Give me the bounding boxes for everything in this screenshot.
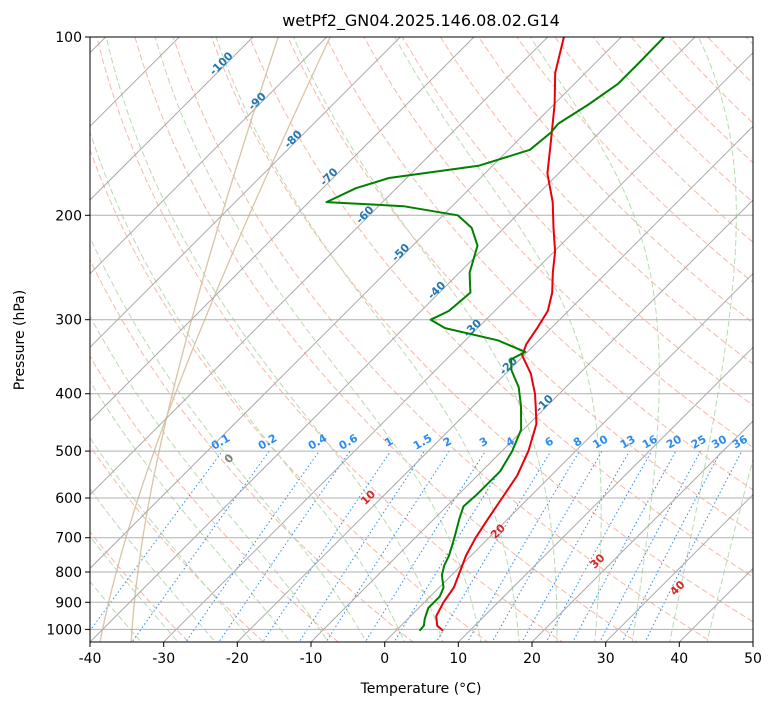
sounding-profiles [325,37,665,632]
isotherm-line [162,51,753,642]
x-tick-label: -20 [226,651,249,667]
plot-area: 0.1 0.2 0.4 0.6 1 1.5 2 3 4 6 8 10 13 16 20 25 30 36-100-… [90,37,753,642]
moist-adiabat [215,37,520,642]
dry-adiabat [325,37,753,491]
y-tick-label: 500 [55,444,82,460]
x-tick-label: -10 [300,651,323,667]
isotherm-line [457,346,753,642]
isotherm-line [531,420,753,642]
isotherm-line [90,37,549,496]
y-tick-label: 600 [55,491,82,507]
x-axis-label: Temperature (°C) [360,681,482,697]
y-tick-label: 100 [55,30,82,46]
y-tick-label: 400 [55,387,82,403]
dewpoint-profile [325,37,665,632]
x-tick-label: 20 [523,651,541,667]
x-tick-label: -40 [79,651,102,667]
moist-adiabat [90,535,179,642]
x-tick-label: 0 [380,651,389,667]
isotherm-line [383,272,753,642]
chart-title: wetPf2_GN04.2025.146.08.02.G14 [282,11,560,31]
moist-adiabat [669,37,737,642]
y-tick-label: 800 [55,565,82,581]
dry-adiabat [90,355,339,642]
isotherm-line [90,37,402,349]
dry-adiabat [439,37,753,365]
isotherm-line [604,493,753,642]
plot-frame [89,36,754,643]
y-tick-label: 1000 [46,622,82,638]
isotherm-line [90,37,328,275]
isotherm-line [90,37,475,422]
isotherm-line [90,37,254,201]
x-axis: -40 -30 -20 -10 0 10 20 30 40 50 [79,642,762,667]
dry-adiabat [90,531,190,642]
y-tick-label: 900 [55,595,82,611]
isotherms [90,37,753,642]
y-tick-label: 300 [55,313,82,329]
y-tick-label: 200 [55,208,82,224]
temperature-profile [435,37,565,632]
x-tick-label: -30 [152,651,175,667]
dry-adiabat [90,148,489,642]
y-axis: 1000 900 800 700 600 500 400 300 200 100 [46,30,90,638]
dry-adiabat [96,37,564,642]
isotherm-line [310,199,753,642]
isotherm-line [90,37,696,642]
x-tick-label: 30 [597,651,615,667]
moist-adiabat [90,580,142,642]
isotherm-line [236,125,753,642]
x-tick-label: 40 [670,651,688,667]
x-tick-label: 50 [744,651,762,667]
x-tick-label: 10 [449,651,467,667]
y-tick-label: 700 [55,531,82,547]
dry-adiabat [134,37,638,642]
y-axis-label: Pressure (hPa) [12,290,28,390]
dry-adiabat [363,37,753,448]
dry-adiabat [90,258,414,642]
isotherm-line [90,37,623,570]
isobar-gridlines [90,37,753,630]
